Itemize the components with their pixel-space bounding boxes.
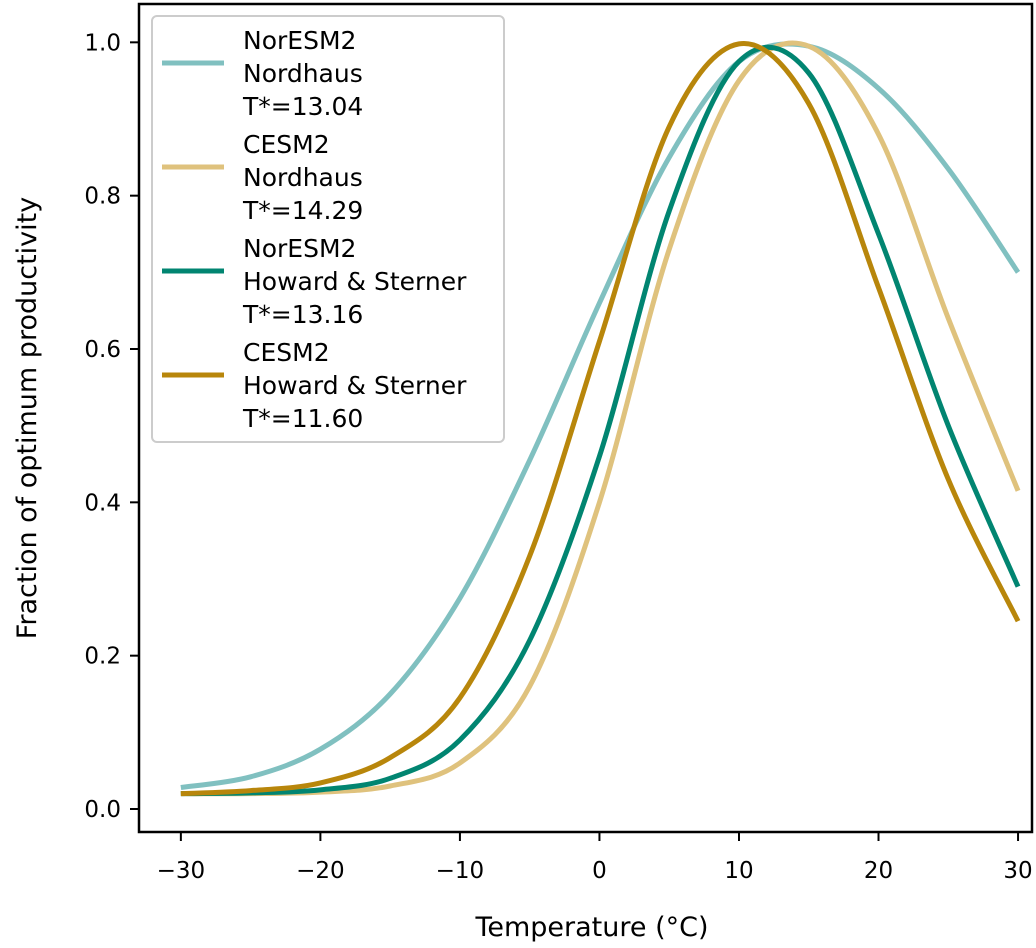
x-tick-label: −10 xyxy=(436,858,485,884)
plot-frame xyxy=(137,2,1034,834)
y-axis: 0.0 0.2 0.4 0.6 0.8 1.0 xyxy=(84,30,139,823)
legend-label-2: CESM2 xyxy=(243,130,330,159)
legend-label-4: T*=11.60 xyxy=(242,404,363,433)
legend-label-4: Howard & Sterner xyxy=(243,371,467,400)
legend-label-1: NorESM2 xyxy=(243,26,356,55)
y-tick-label: 0.2 xyxy=(84,644,121,670)
legend-box xyxy=(151,15,505,443)
y-axis-label: Fraction of optimum productivity xyxy=(12,197,43,639)
x-tick-label: −30 xyxy=(157,858,206,884)
y-tick-label: 0.8 xyxy=(84,184,121,210)
legend-label-2: Nordhaus xyxy=(243,163,363,192)
legend-label-4: CESM2 xyxy=(243,338,330,367)
legend: NorESM2 Nordhaus T*=13.04 CESM2 Nordhaus T*=1… xyxy=(151,15,505,443)
series-line-3 xyxy=(180,44,1021,797)
series-layer xyxy=(180,40,1021,797)
legend-label-2: T*=14.29 xyxy=(242,196,363,225)
series-line-2 xyxy=(180,40,1021,797)
legend-label-1: Nordhaus xyxy=(243,59,363,88)
x-tick-label: −20 xyxy=(296,858,345,884)
x-axis: −30 −20 −10 0 10 20 30 xyxy=(157,832,1033,884)
y-tick-label: 0.6 xyxy=(84,337,121,363)
y-tick-label: 0.0 xyxy=(84,797,121,823)
series-line-1 xyxy=(180,41,1021,791)
legend-label-3: Howard & Sterner xyxy=(243,267,467,296)
x-tick-label: 20 xyxy=(864,858,893,884)
x-tick-label: 30 xyxy=(1003,858,1032,884)
legend-label-3: NorESM2 xyxy=(243,234,356,263)
legend-label-1: T*=13.04 xyxy=(242,92,363,121)
y-tick-label: 0.4 xyxy=(84,490,121,516)
series-line-4 xyxy=(180,40,1021,797)
y-tick-label: 1.0 xyxy=(84,30,121,56)
x-tick-label: 0 xyxy=(592,858,607,884)
legend-label-3: T*=13.16 xyxy=(242,300,363,329)
x-tick-label: 10 xyxy=(724,858,753,884)
x-axis-label: Temperature (°C) xyxy=(474,912,708,943)
